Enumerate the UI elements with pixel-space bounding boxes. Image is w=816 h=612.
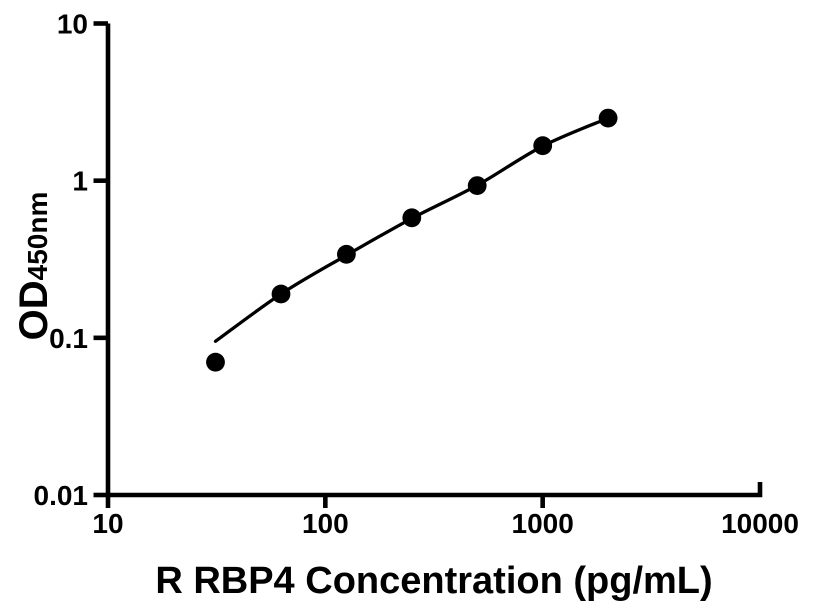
data-point — [337, 244, 356, 264]
x-axis-tick-label: 1000 — [512, 508, 574, 539]
x-axis-line — [108, 482, 763, 498]
y-axis-tick-label: 0.1 — [49, 323, 88, 354]
x-axis-tick-label: 10 — [92, 508, 123, 539]
x-axis-tick-label: 10000 — [721, 508, 799, 539]
y-axis-tick-label: 0.01 — [34, 480, 89, 511]
data-point — [402, 208, 422, 228]
data-point — [271, 284, 291, 304]
y-axis-tick-label: 1 — [72, 166, 88, 197]
y-axis-title-main: OD — [12, 280, 56, 341]
x-axis-tick-label: 100 — [302, 508, 349, 539]
data-point — [206, 352, 225, 372]
tick-labels: 10 100 1000 10000 10 1 0.1 0.01 — [34, 9, 799, 540]
data-point — [598, 108, 618, 128]
y-axis-title-subscript: 450nm — [22, 191, 53, 281]
y-axis-title: OD450nm — [12, 191, 56, 341]
axes — [105, 23, 763, 498]
data-point — [467, 176, 487, 196]
axis-ticks — [93, 21, 545, 508]
y-axis-tick-label: 10 — [57, 9, 88, 40]
data-point — [533, 136, 553, 156]
data-point-layer — [206, 108, 618, 372]
x-axis-title: R RBP4 Concentration (pg/mL) — [155, 560, 713, 602]
